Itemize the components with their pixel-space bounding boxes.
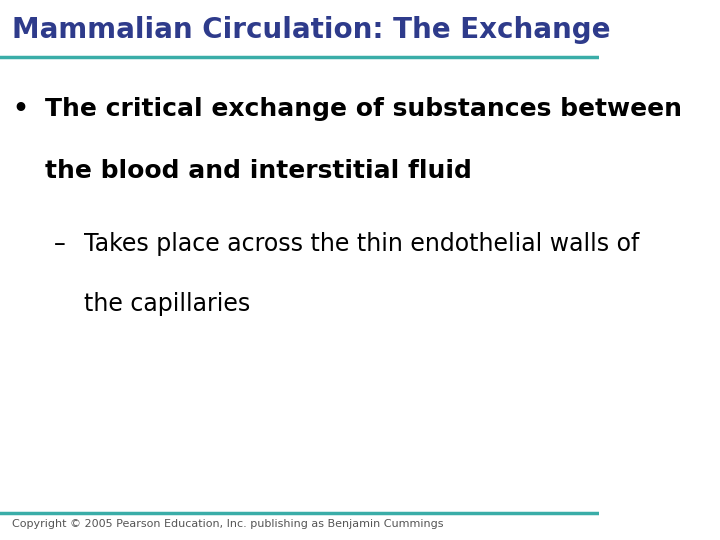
Text: Copyright © 2005 Pearson Education, Inc. publishing as Benjamin Cummings: Copyright © 2005 Pearson Education, Inc.… — [12, 519, 444, 530]
Text: Mammalian Circulation: The Exchange: Mammalian Circulation: The Exchange — [12, 16, 611, 44]
Text: the blood and interstitial fluid: the blood and interstitial fluid — [45, 159, 472, 183]
Text: Takes place across the thin endothelial walls of: Takes place across the thin endothelial … — [84, 232, 639, 256]
Text: •: • — [12, 97, 28, 121]
Text: the capillaries: the capillaries — [84, 292, 250, 315]
Text: –: – — [54, 232, 66, 256]
Text: The critical exchange of substances between: The critical exchange of substances betw… — [45, 97, 682, 121]
